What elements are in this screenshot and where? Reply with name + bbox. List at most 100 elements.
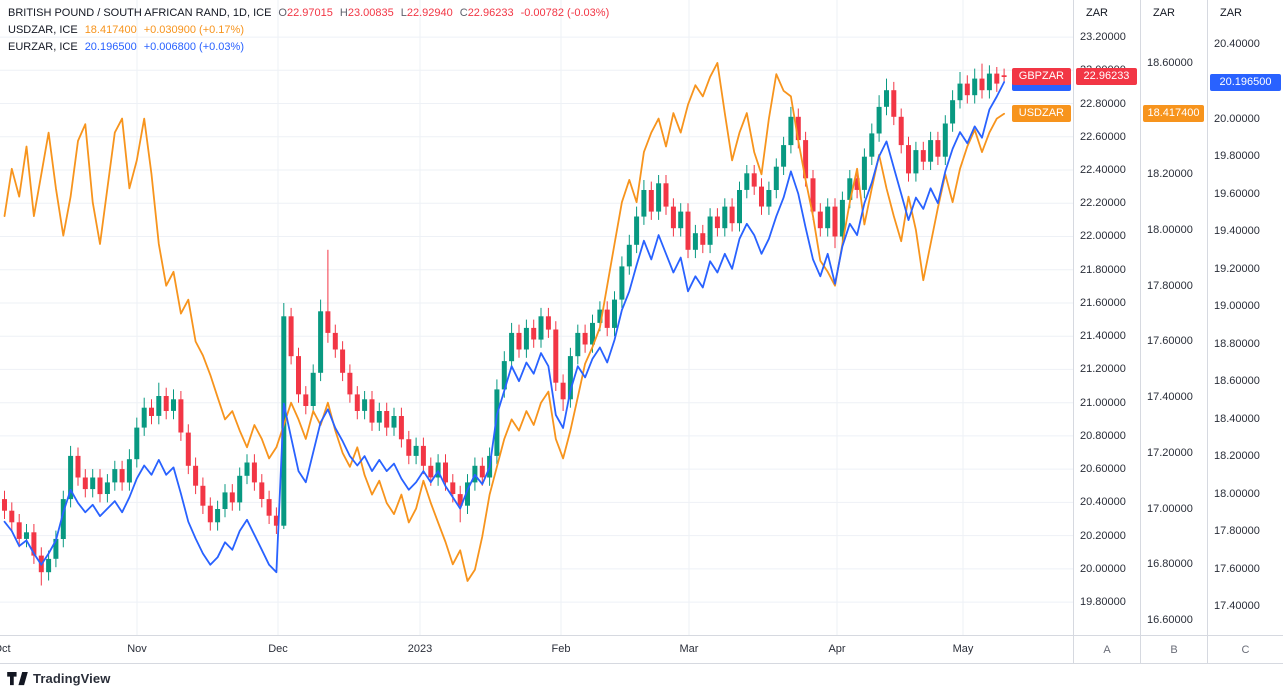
axis-c-tick: 17.40000	[1214, 599, 1260, 612]
candle-body	[626, 244, 632, 267]
candle-body	[759, 186, 764, 207]
axis-c-tick: 18.40000	[1214, 412, 1260, 425]
price-axis-b[interactable]: ZAR 18.6000018.4000018.2000018.0000017.8…	[1140, 0, 1207, 635]
candle-body	[384, 411, 390, 428]
candle-body	[303, 394, 309, 406]
candle-body	[663, 183, 669, 207]
candle-body	[516, 332, 522, 350]
candle-body	[964, 83, 970, 96]
candle-body	[994, 73, 1000, 84]
ohlc-close-label: C	[459, 7, 468, 19]
candle-body	[590, 322, 595, 345]
axis-c-currency-label: ZAR	[1220, 7, 1242, 19]
price-axis-c[interactable]: ZAR 20.4000020.2000020.0000019.8000019.6…	[1207, 0, 1283, 635]
candle-body	[920, 150, 926, 162]
tradingview-brand[interactable]: TradingView	[33, 670, 111, 686]
eurzar-title[interactable]: EURZAR, ICE	[8, 41, 78, 53]
candle-body	[744, 173, 750, 190]
time-axis[interactable]: Oct Nov Dec 2023 Feb Mar Apr May A B C	[0, 636, 1283, 664]
candle-body	[604, 309, 610, 328]
legend-row-gbpzar[interactable]: BRITISH POUND / SOUTH AFRICAN RAND, 1D, …	[8, 5, 609, 22]
candle-body	[82, 477, 88, 490]
candle-body	[1001, 75, 1007, 77]
axis-b-tick: 16.60000	[1147, 613, 1193, 626]
candle-body	[854, 178, 860, 190]
eurzar-line	[3, 81, 1005, 574]
axis-c-tick: 19.80000	[1214, 150, 1260, 163]
usdzar-line	[3, 62, 1005, 582]
candle-body	[207, 505, 213, 523]
axis-b-currency-label: ZAR	[1153, 7, 1175, 19]
candle-body	[215, 509, 221, 523]
candle-body	[803, 140, 809, 179]
candle-body	[685, 211, 691, 250]
time-label: Dec	[268, 643, 288, 655]
candle-body	[156, 396, 162, 416]
price-chart-canvas[interactable]	[0, 0, 1073, 635]
legend-row-usdzar[interactable]: USDZAR, ICE 18.417400 +0.030900 (+0.17%)	[8, 22, 609, 39]
candle-body	[443, 462, 448, 483]
candle-body	[884, 90, 889, 107]
candle-body	[340, 349, 346, 373]
price-axis-a[interactable]: ZAR 23.2000023.0000022.8000022.6000022.4…	[1073, 0, 1140, 635]
candle-body	[465, 482, 470, 506]
candle-body	[612, 299, 617, 328]
candle-body	[16, 522, 22, 539]
candle-body	[244, 462, 250, 476]
axis-a-tick: 19.80000	[1080, 596, 1126, 609]
candle-body	[876, 106, 882, 134]
axis-a-tick: 22.20000	[1080, 197, 1126, 210]
axis-c-tick: 17.80000	[1214, 525, 1260, 538]
gbpzar-price-label-badge: GBPZAR	[1011, 68, 1071, 86]
time-label: May	[952, 643, 974, 655]
candle-body	[2, 499, 7, 511]
footer-bar: TradingView	[0, 664, 1283, 692]
candle-body	[619, 266, 625, 300]
candle-body	[839, 199, 845, 237]
axis-b-tick: 17.60000	[1147, 335, 1193, 348]
legend-row-eurzar[interactable]: EURZAR, ICE 20.196500 +0.006800 (+0.03%)	[8, 39, 609, 56]
axis-b-scale-toggle[interactable]: B	[1140, 636, 1207, 663]
candle-body	[972, 78, 978, 96]
time-axis-labels[interactable]: Oct Nov Dec 2023 Feb Mar Apr May	[0, 636, 1073, 663]
axis-a-tick: 21.00000	[1080, 396, 1126, 409]
candle-body	[398, 416, 404, 440]
candle-body	[354, 394, 360, 411]
usdzar-title[interactable]: USDZAR, ICE	[8, 24, 78, 36]
chart-legend: BRITISH POUND / SOUTH AFRICAN RAND, 1D, …	[8, 5, 609, 56]
price-pane[interactable]: BRITISH POUND / SOUTH AFRICAN RAND, 1D, …	[0, 0, 1073, 635]
candle-body	[68, 455, 74, 500]
candle-body	[149, 407, 154, 416]
candle-body	[237, 475, 243, 503]
candle-body	[509, 332, 515, 362]
axis-a-scale-toggle[interactable]: A	[1073, 636, 1140, 663]
candle-body	[817, 211, 823, 229]
time-label: Apr	[828, 643, 846, 655]
candle-body	[942, 123, 948, 157]
candle-body	[847, 178, 853, 200]
axis-a-tick: 21.20000	[1080, 363, 1126, 376]
axis-c-tick: 19.40000	[1214, 225, 1260, 238]
axis-c-scale-toggle[interactable]: C	[1207, 636, 1283, 663]
candle-body	[545, 316, 551, 330]
candle-body	[273, 515, 279, 526]
symbol-title[interactable]: BRITISH POUND / SOUTH AFRICAN RAND, 1D, …	[8, 7, 272, 19]
candle-body	[141, 407, 147, 428]
ohlc-low-label: L	[400, 7, 407, 19]
candle-body	[597, 309, 603, 323]
axis-a-tick: 20.80000	[1080, 429, 1126, 442]
gbpzar-last-price-badge: 22.96233	[1076, 68, 1137, 86]
candle-body	[428, 465, 434, 478]
candle-body	[634, 216, 640, 245]
candle-body	[832, 206, 838, 237]
axis-b-tick: 17.40000	[1147, 391, 1193, 404]
candle-body	[531, 327, 537, 340]
candle-body	[891, 90, 897, 117]
tradingview-logo-icon[interactable]	[7, 671, 28, 686]
candle-body	[251, 462, 257, 483]
usdzar-change: +0.030900 (+0.17%)	[143, 24, 244, 36]
candle-body	[501, 361, 507, 390]
time-label: Feb	[551, 643, 571, 655]
candle-body	[171, 399, 176, 411]
